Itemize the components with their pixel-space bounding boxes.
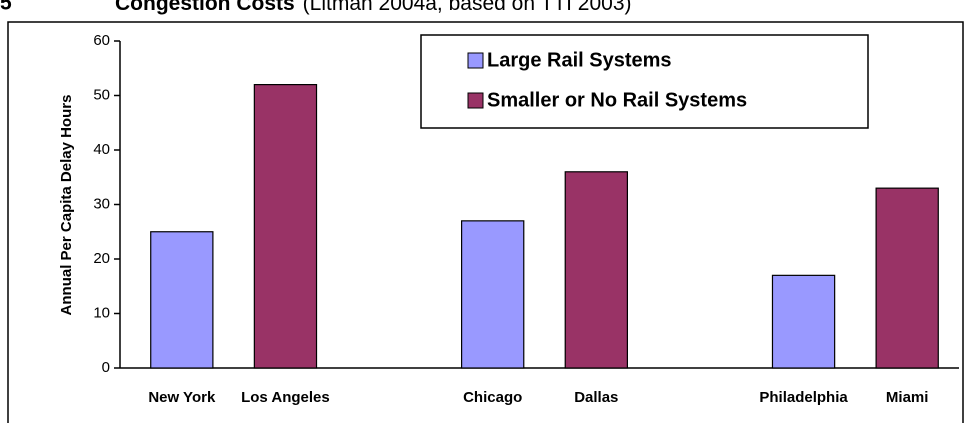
x-tick-label: Miami <box>886 389 929 406</box>
legend-swatch <box>467 92 484 109</box>
y-tick-label: 20 <box>93 250 110 267</box>
x-tick-label: New York <box>148 389 216 406</box>
legend-swatch <box>467 52 484 69</box>
x-tick-label: Dallas <box>574 389 618 406</box>
legend-label: Smaller or No Rail Systems <box>487 89 747 111</box>
chart-frame <box>7 21 964 423</box>
figure-label: Figure 5 <box>0 0 12 15</box>
legend <box>420 34 869 129</box>
y-tick-label: 60 <box>93 32 110 49</box>
y-tick-label: 30 <box>93 195 110 212</box>
bar <box>875 187 939 369</box>
y-tick-label: 0 <box>102 359 110 376</box>
y-tick-label: 50 <box>93 86 110 103</box>
bar <box>150 231 214 369</box>
y-axis-label: Annual Per Capita Delay Hours <box>58 95 75 316</box>
x-tick-label: Los Angeles <box>241 389 330 406</box>
subtitle: (Litman 2004a, based on TTI 2003) <box>303 0 632 15</box>
bar <box>461 220 525 369</box>
bar <box>771 274 836 369</box>
x-tick-label: Philadelphia <box>759 389 848 406</box>
y-tick-label: 10 <box>93 304 110 321</box>
legend-label: Large Rail Systems <box>487 49 672 71</box>
chart-title: Congestion Costs (Litman 2004a, based on … <box>115 0 632 15</box>
bar <box>564 171 628 369</box>
y-tick-label: 40 <box>93 141 110 158</box>
title: Congestion Costs <box>115 0 295 15</box>
x-tick-label: Chicago <box>463 389 522 406</box>
bar <box>253 83 318 369</box>
